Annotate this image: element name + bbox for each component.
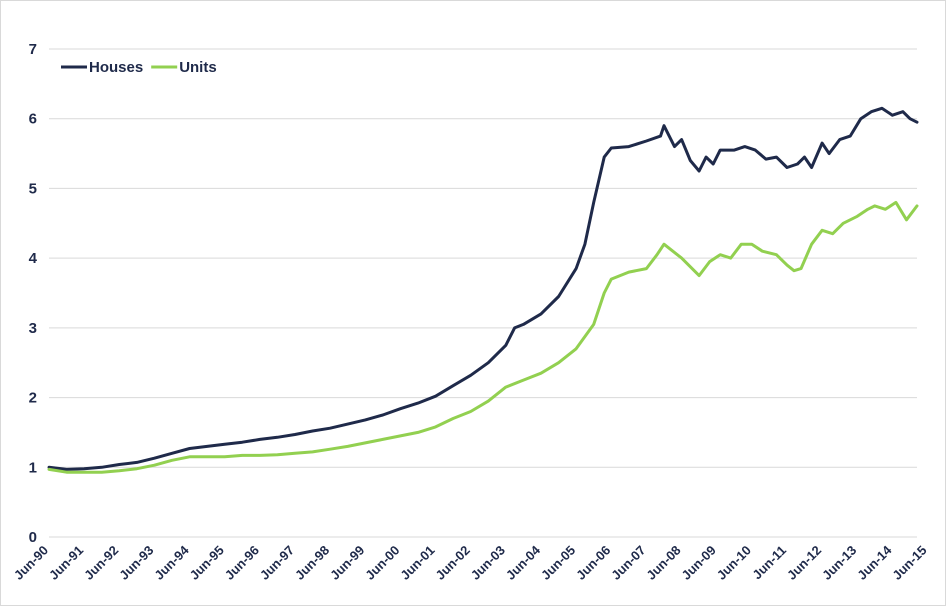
- x-tick-label: Jun-97: [257, 543, 297, 583]
- y-axis-tick-labels: 0 1 2 3 4 5 6 7: [29, 41, 38, 546]
- x-tick-label: Jun-98: [292, 543, 332, 583]
- x-tick-label: Jun-94: [151, 542, 192, 583]
- x-tick-label: Jun-90: [11, 543, 51, 583]
- x-tick-label: Jun-99: [327, 543, 367, 583]
- x-tick-label: Jun-11: [749, 543, 789, 583]
- x-tick-label: Jun-09: [679, 543, 719, 583]
- x-tick-label: Jun-14: [854, 542, 895, 583]
- y-tick-label: 6: [29, 111, 37, 128]
- x-tick-label: Jun-00: [362, 543, 402, 583]
- y-tick-label: 5: [29, 180, 37, 197]
- x-tick-label: Jun-12: [784, 543, 824, 583]
- legend-label-units: Units: [179, 59, 217, 76]
- x-tick-label: Jun-04: [503, 542, 544, 583]
- x-tick-label: Jun-06: [573, 543, 613, 583]
- series-line-units: [47, 200, 919, 474]
- x-tick-label: Jun-01: [397, 543, 437, 583]
- legend-label-houses: Houses: [89, 59, 143, 76]
- x-tick-label: Jun-96: [222, 543, 262, 583]
- x-tick-label: Jun-15: [889, 543, 929, 583]
- x-tick-label: Jun-07: [608, 543, 648, 583]
- x-tick-label: Jun-03: [468, 543, 508, 583]
- y-tick-label: 4: [29, 250, 38, 267]
- y-tick-label: 1: [29, 459, 37, 476]
- x-tick-label: Jun-95: [187, 543, 227, 583]
- series-line-houses: [47, 106, 919, 471]
- x-tick-label: Jun-08: [643, 543, 683, 583]
- legend: Houses Units: [61, 59, 217, 76]
- x-tick-label: Jun-92: [81, 543, 121, 583]
- y-tick-label: 3: [29, 320, 37, 337]
- x-tick-label: Jun-13: [819, 543, 859, 583]
- y-tick-label: 2: [29, 390, 37, 407]
- gridlines: [49, 48, 917, 538]
- x-tick-label: Jun-02: [433, 543, 473, 583]
- y-tick-label: 0: [29, 529, 37, 546]
- x-tick-label: Jun-10: [714, 543, 754, 583]
- series-lines: [47, 106, 919, 474]
- x-axis-tick-labels: Jun-90Jun-91Jun-92Jun-93Jun-94Jun-95Jun-…: [11, 542, 930, 583]
- x-tick-label: Jun-91: [46, 543, 86, 583]
- x-tick-label: Jun-05: [538, 543, 578, 583]
- x-tick-label: Jun-93: [116, 543, 156, 583]
- y-tick-label: 7: [29, 41, 37, 58]
